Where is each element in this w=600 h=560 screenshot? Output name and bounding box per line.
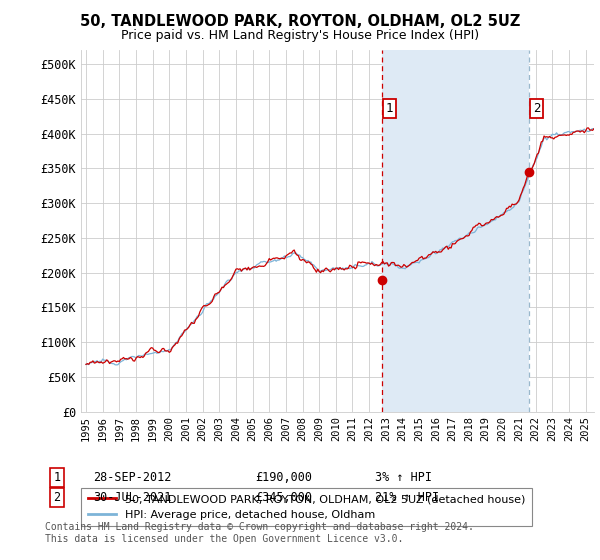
Text: £345,000: £345,000 [255,491,312,504]
Text: 2: 2 [533,102,541,115]
Text: 21% ↑ HPI: 21% ↑ HPI [375,491,439,504]
Text: Price paid vs. HM Land Registry's House Price Index (HPI): Price paid vs. HM Land Registry's House … [121,29,479,42]
Text: Contains HM Land Registry data © Crown copyright and database right 2024.
This d: Contains HM Land Registry data © Crown c… [45,522,474,544]
Text: £190,000: £190,000 [255,470,312,484]
Text: 1: 1 [386,102,394,115]
Text: 28-SEP-2012: 28-SEP-2012 [93,470,172,484]
Bar [382,50,529,412]
Text: 3% ↑ HPI: 3% ↑ HPI [375,470,432,484]
Text: 1: 1 [53,470,61,484]
Legend: 50, TANDLEWOOD PARK, ROYTON, OLDHAM, OL2 5UZ (detached house), HPI: Average pric: 50, TANDLEWOOD PARK, ROYTON, OLDHAM, OL2… [82,488,532,526]
Text: 2: 2 [53,491,61,504]
Text: 50, TANDLEWOOD PARK, ROYTON, OLDHAM, OL2 5UZ: 50, TANDLEWOOD PARK, ROYTON, OLDHAM, OL2… [80,14,520,29]
Text: 30-JUL-2021: 30-JUL-2021 [93,491,172,504]
